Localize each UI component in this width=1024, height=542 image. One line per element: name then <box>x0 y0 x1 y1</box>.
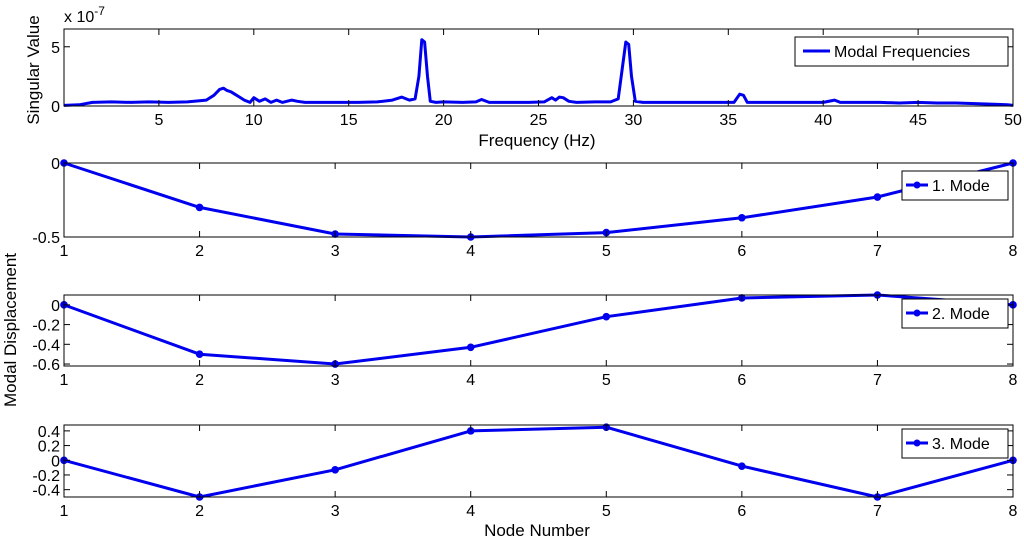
y-tick-label: -0.2 <box>32 468 60 485</box>
x-tick-label: 1 <box>60 243 69 260</box>
series-line <box>63 161 1014 239</box>
x-tick-label: 5 <box>602 243 611 260</box>
y-tick-label: 0 <box>51 453 60 470</box>
legend: 3. Mode <box>901 428 1009 459</box>
x-tick-label: 4 <box>466 372 475 389</box>
data-point <box>602 312 611 321</box>
legend-label: 3. Mode <box>932 436 990 453</box>
mode-1-panel: 1 2 3 4 5 6 7 8 0 -0.5 1. Mode <box>32 156 1017 260</box>
mode-3-panel: 1 2 3 4 5 6 7 8 0.40.20-0.2-0.4 Node Number 3. M… <box>32 423 1018 540</box>
x-tick-label: 1 <box>60 503 69 520</box>
x-tick-label: 8 <box>1009 503 1018 520</box>
x-tick-label: 30 <box>625 112 643 129</box>
legend: 2. Mode <box>901 298 1009 329</box>
x-tick-label: 4 <box>466 503 475 520</box>
x-tick-label: 6 <box>737 372 746 389</box>
x-axis-label: Frequency (Hz) <box>478 131 595 150</box>
x-tick-label: 7 <box>873 372 882 389</box>
x-tick-label: 15 <box>340 112 358 129</box>
data-point <box>738 462 746 470</box>
y-tick-label: -0.4 <box>32 337 60 354</box>
x-tick-label: 5 <box>154 112 163 129</box>
x-tick-label: 25 <box>530 112 548 129</box>
x-tick-label: 35 <box>719 112 737 129</box>
y-tick-label: -0.5 <box>32 230 60 247</box>
y-exponent-label: x 10-7 <box>64 4 105 26</box>
legend-label: 2. Mode <box>932 306 990 323</box>
x-tick-label: 2 <box>195 372 204 389</box>
y-tick-label: -0.2 <box>32 318 60 335</box>
y-tick-label: 0 <box>51 298 60 315</box>
series-line <box>63 38 1014 107</box>
data-point <box>873 193 882 201</box>
y-tick-label: 0 <box>51 99 60 116</box>
y-tick-label: 0.2 <box>38 439 60 456</box>
x-tick-label: 40 <box>814 112 832 129</box>
x-tick-label: 50 <box>1004 112 1022 129</box>
data-point <box>466 343 475 352</box>
series-line <box>63 425 1014 499</box>
y-axis-label: Singular Value <box>24 15 43 124</box>
y-tick-label: -0.4 <box>32 483 60 500</box>
data-point <box>195 350 204 358</box>
legend: 1. Mode <box>901 170 1009 201</box>
data-point <box>738 213 746 222</box>
y-tick-label: -0.6 <box>32 357 60 374</box>
x-tick-label: 4 <box>466 243 475 260</box>
legend-label: Modal Frequencies <box>834 44 970 61</box>
x-tick-label: 8 <box>1009 372 1018 389</box>
legend: Modal Frequencies <box>794 36 1009 67</box>
x-tick-label: 3 <box>331 243 340 260</box>
y-tick-label: 0 <box>51 156 60 173</box>
x-tick-label: 7 <box>873 243 882 260</box>
x-tick-label: 5 <box>602 503 611 520</box>
x-tick-label: 1 <box>60 372 69 389</box>
singular-value-panel: 5 10 15 20 25 30 35 40 45 50 0 5 x 10-7 Frequency (… <box>24 4 1022 150</box>
data-point <box>195 203 204 212</box>
data-point <box>331 466 339 474</box>
x-tick-label: 2 <box>195 243 204 260</box>
x-tick-label: 10 <box>245 112 263 129</box>
shared-y-axis-label: Modal Displacement <box>1 253 20 407</box>
x-tick-label: 8 <box>1009 243 1018 260</box>
mode-2-panel: 1 2 3 4 5 6 7 8 0 -0.2 -0.4 -0.6 2. Mode <box>32 291 1018 389</box>
y-tick-label: 5 <box>51 40 60 57</box>
x-tick-label: 6 <box>737 503 746 520</box>
x-axis-label: Node Number <box>484 521 590 540</box>
x-tick-label: 5 <box>602 372 611 389</box>
y-tick-label: 0.4 <box>38 424 60 441</box>
legend-label: 1. Mode <box>932 178 990 195</box>
x-tick-label: 3 <box>331 372 340 389</box>
x-tick-label: 20 <box>435 112 453 129</box>
x-tick-label: 2 <box>195 503 204 520</box>
x-tick-label: 45 <box>909 112 927 129</box>
x-tick-label: 7 <box>873 503 882 520</box>
x-tick-label: 3 <box>331 503 340 520</box>
x-tick-label: 6 <box>737 243 746 260</box>
